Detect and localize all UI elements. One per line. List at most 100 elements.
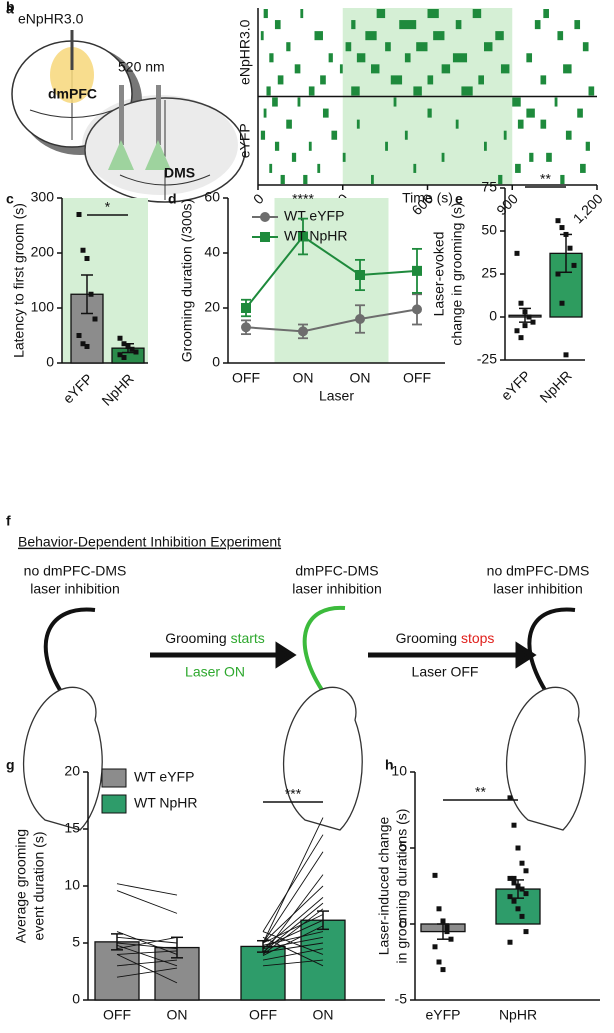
brain-schematic: a eNpHR3.0 dmPFC 520 nm DMS xyxy=(6,1,246,203)
grooming-bout xyxy=(526,53,533,63)
label: eNpHR3.0 xyxy=(18,11,84,27)
grooming-bout xyxy=(554,97,558,107)
grooming-bout xyxy=(317,163,321,173)
data-point xyxy=(507,939,513,945)
paired-line xyxy=(116,944,178,967)
cable xyxy=(302,605,346,692)
data-point xyxy=(515,906,521,912)
data-point xyxy=(514,328,520,334)
paired-line xyxy=(262,931,324,946)
grooming-bout xyxy=(272,97,278,107)
grooming-bout xyxy=(452,53,468,63)
y-tick-label: -25 xyxy=(477,351,497,367)
legend-marker xyxy=(260,232,270,242)
x-tick-label: eYFP xyxy=(498,367,534,403)
paired-line xyxy=(262,817,324,944)
grooming-bout xyxy=(393,97,397,107)
label: 520 nm xyxy=(118,59,165,75)
light-cone xyxy=(145,140,171,170)
paired-line xyxy=(116,942,178,950)
y-tick-label: 300 xyxy=(31,189,55,205)
data-point xyxy=(518,335,524,341)
y-tick-label: 10 xyxy=(64,877,80,893)
y-tick-label: 25 xyxy=(481,265,497,281)
data-point xyxy=(518,300,524,306)
y-tick-label: 40 xyxy=(204,244,220,260)
paired-line xyxy=(262,885,324,944)
paired-line xyxy=(116,959,178,967)
paired-line xyxy=(116,967,178,978)
grooming-bout xyxy=(441,152,445,162)
legend-label: WT eYFP xyxy=(284,208,344,224)
grooming-bout xyxy=(297,97,301,107)
x-tick-label: OFF xyxy=(403,370,431,386)
panel-letter: a xyxy=(6,1,14,17)
data-point xyxy=(440,967,446,973)
cable xyxy=(43,607,96,692)
data-point xyxy=(507,795,513,801)
data-point xyxy=(563,231,569,237)
y-tick-label: 50 xyxy=(481,222,497,238)
label: dmPFC xyxy=(48,86,97,102)
grooming-bout xyxy=(563,64,572,74)
marker xyxy=(241,322,251,333)
data-point xyxy=(523,891,529,897)
data-point xyxy=(88,291,94,297)
grooming-bout xyxy=(376,9,386,19)
x-tick-label: ON xyxy=(293,370,314,386)
label-highlight: stops xyxy=(461,630,494,646)
grooming-bout xyxy=(433,31,445,41)
arrow-sublabel: Laser OFF xyxy=(412,664,479,680)
paired-line xyxy=(116,936,178,950)
grooming-bout xyxy=(260,130,266,140)
data-point xyxy=(523,929,529,935)
data-point xyxy=(555,271,561,277)
shade xyxy=(274,198,389,363)
grooming-bout xyxy=(351,20,356,30)
paired-line xyxy=(116,950,178,955)
data-point xyxy=(92,316,98,322)
data-point xyxy=(121,355,127,360)
grooming-bout xyxy=(385,42,391,52)
panel-letter: e xyxy=(455,191,463,207)
grooming-bout xyxy=(404,53,411,63)
marker xyxy=(412,304,422,315)
marker xyxy=(412,265,422,276)
data-point xyxy=(559,300,565,306)
grooming-bout xyxy=(582,42,589,52)
x-tick-label: ON xyxy=(350,370,371,386)
significance: ** xyxy=(475,784,486,800)
data-point xyxy=(448,936,454,942)
grooming-bout xyxy=(260,31,264,41)
x-tick-label: 0 xyxy=(250,190,267,207)
grooming-bout xyxy=(308,141,312,151)
y-tick-label: 0 xyxy=(46,354,54,370)
y-axis-title: Average grooming xyxy=(13,829,29,943)
grooming-bout xyxy=(540,119,547,129)
condition: laser inhibition xyxy=(292,581,382,597)
significance: *** xyxy=(285,786,302,802)
data-point xyxy=(507,894,513,900)
grooming-bout xyxy=(280,174,285,184)
grooming-bout xyxy=(404,130,408,140)
data-point xyxy=(121,341,127,347)
condition: dmPFC-DMS xyxy=(295,563,378,579)
data-point xyxy=(444,929,450,935)
grooming-bout xyxy=(339,64,343,74)
grooming-bout xyxy=(342,152,346,162)
x-tick-label: OFF xyxy=(232,370,260,386)
marker xyxy=(298,231,308,242)
data-point xyxy=(523,868,529,874)
marker xyxy=(355,314,365,324)
data-point xyxy=(80,341,86,347)
grooming-bout xyxy=(320,75,326,85)
grooming-bout xyxy=(557,31,564,41)
grooming-bout xyxy=(503,130,507,140)
grooming-bout xyxy=(399,20,417,30)
brain-outline xyxy=(119,100,211,200)
grooming-bout xyxy=(512,97,521,107)
x-tick-label: 1,200 xyxy=(570,190,606,226)
x-tick-label: ON xyxy=(167,1007,188,1023)
grooming-bout xyxy=(500,64,510,74)
y-tick-label: 200 xyxy=(31,244,55,260)
